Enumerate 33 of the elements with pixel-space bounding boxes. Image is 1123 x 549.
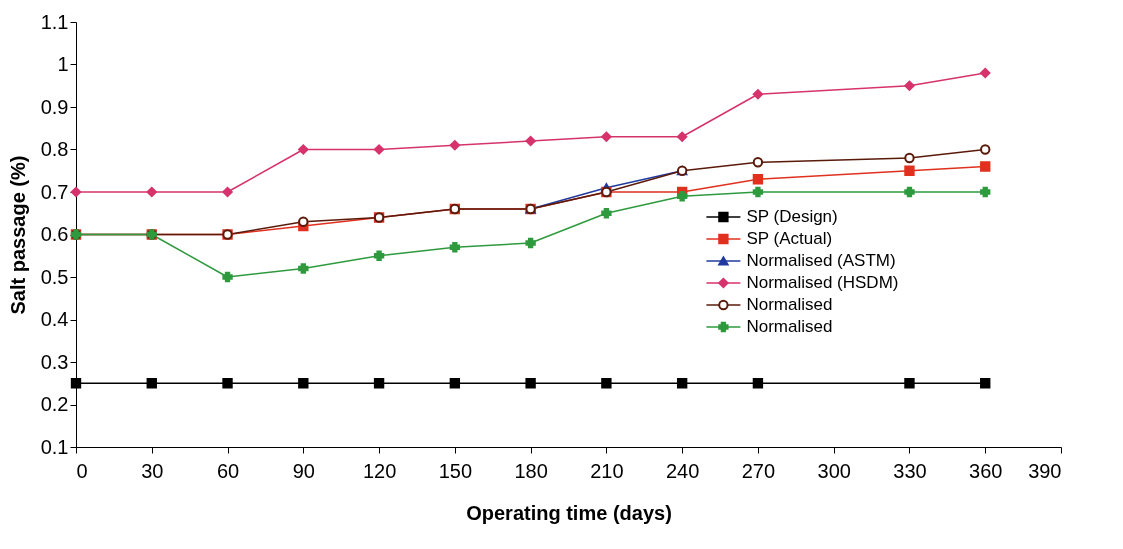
y-tick-label: 1.1 (40, 10, 69, 33)
legend-label: Normalised (ASTM) (746, 251, 896, 270)
y-axis-title: Salt passage (%) (6, 155, 29, 315)
y-tick-label: 0.2 (40, 393, 69, 415)
x-tick-label: 390 (1028, 459, 1062, 482)
legend-label: Normalised (HSDM) (746, 273, 899, 292)
x-tick-label: 360 (969, 459, 1003, 482)
x-axis-title: Operating time (days) (466, 501, 672, 524)
x-tick-label: 150 (438, 459, 473, 482)
x-tick-label: 270 (741, 459, 776, 482)
x-tick-label: 330 (893, 459, 927, 482)
x-tick-label: 60 (216, 459, 240, 482)
x-tick-label: 120 (362, 459, 397, 482)
x-tick-label: 90 (292, 459, 315, 482)
legend-label: Normalised (746, 317, 833, 336)
legend-label: SP (Design) (746, 207, 838, 226)
x-tick-label: 30 (141, 459, 164, 482)
y-tick-label: 0.9 (40, 95, 69, 118)
x-tick-label: 180 (514, 459, 548, 482)
legend-label: Normalised (746, 295, 833, 314)
legend-label: SP (Actual) (746, 229, 833, 248)
x-tick-label: 300 (817, 459, 851, 482)
y-tick-label: 1 (57, 53, 69, 75)
y-tick-label: 0.8 (40, 138, 69, 160)
x-tick-label: 210 (590, 459, 624, 482)
y-tick-label: 0.4 (40, 308, 69, 330)
x-tick-label: 0 (76, 459, 88, 482)
y-tick-label: 0.7 (40, 180, 69, 203)
y-tick-label: 0.5 (40, 265, 69, 288)
y-tick-label: 0.3 (40, 350, 69, 373)
y-tick-label: 0.1 (40, 435, 69, 458)
x-tick-label: 240 (665, 459, 700, 482)
y-tick-label: 0.6 (40, 223, 69, 245)
